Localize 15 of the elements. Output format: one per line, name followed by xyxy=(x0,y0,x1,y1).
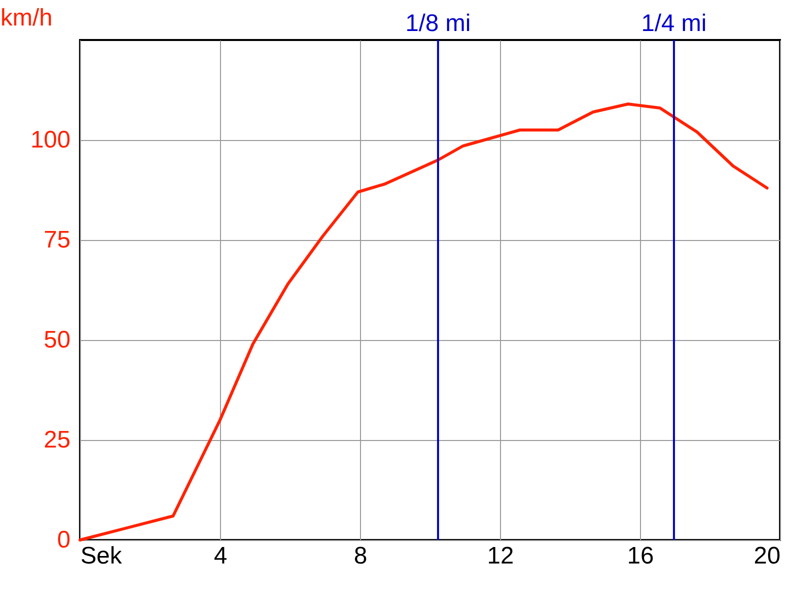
y-tick-label: 75 xyxy=(44,226,70,254)
x-tick-label: 12 xyxy=(487,542,514,570)
y-tick-label: 25 xyxy=(44,426,70,454)
y-tick-label: 100 xyxy=(30,126,70,154)
x-tick-label: Sek xyxy=(80,542,123,570)
y-tick-label: 50 xyxy=(44,326,70,354)
x-tick-label: 16 xyxy=(627,542,654,570)
y-axis-title: km/h xyxy=(0,4,53,32)
x-tick-label: 20 xyxy=(754,542,780,570)
y-tick-label: 0 xyxy=(57,526,70,554)
line-series xyxy=(78,102,769,542)
ref-line-label: 1/4 mi xyxy=(641,10,707,37)
ref-line-label: 1/8 mi xyxy=(405,10,471,37)
x-tick-label: 4 xyxy=(214,542,228,570)
x-tick-label: 8 xyxy=(354,542,368,570)
